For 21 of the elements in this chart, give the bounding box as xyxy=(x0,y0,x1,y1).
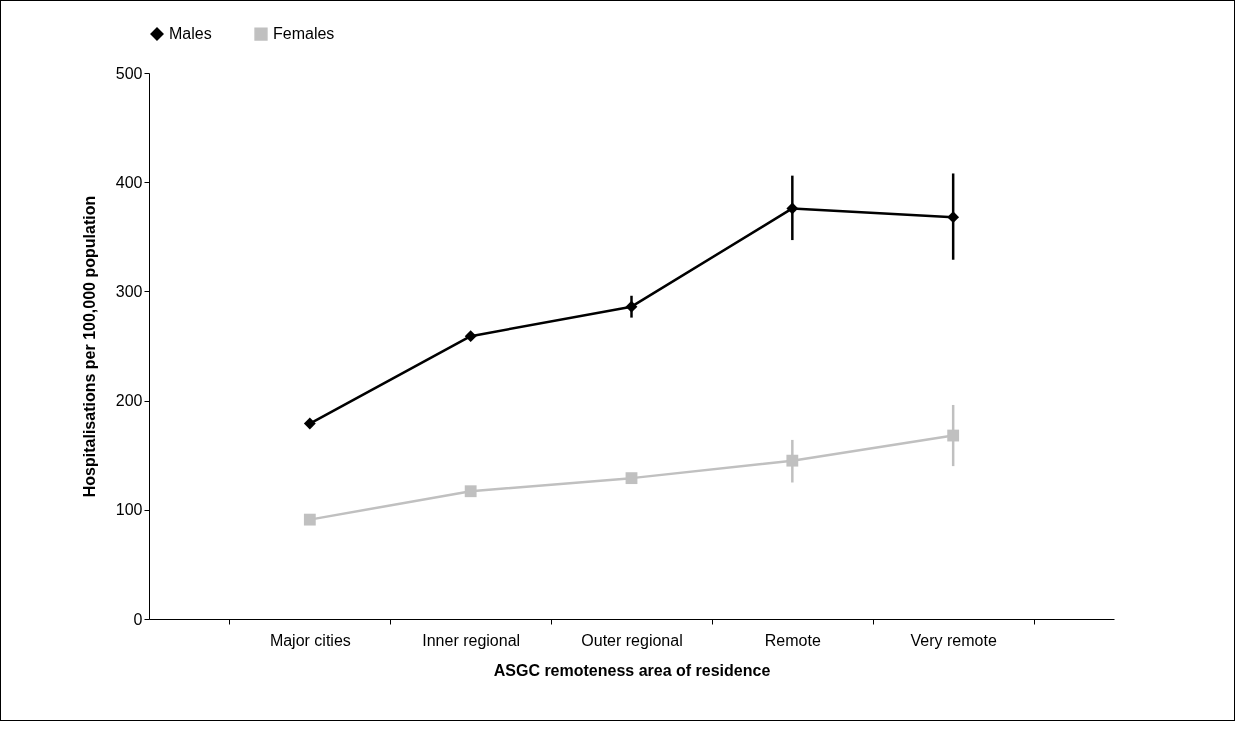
point xyxy=(947,429,960,442)
point xyxy=(464,330,477,343)
y-tick-label: 400 xyxy=(115,173,143,191)
x-axis-title: ASGC remoteness area of residence xyxy=(493,661,771,679)
y-tick-label: 100 xyxy=(115,501,143,519)
y-tick-label: 300 xyxy=(115,282,143,300)
x-tick-label: Remote xyxy=(764,631,821,649)
point xyxy=(464,485,477,498)
y-tick-label: 0 xyxy=(133,610,143,628)
y-axis-title: Hospitalisations per 100,000 population xyxy=(80,195,98,498)
point xyxy=(625,472,638,485)
point xyxy=(303,513,316,526)
x-tick-label: Major cities xyxy=(269,631,351,649)
legend-label: Females xyxy=(273,25,335,43)
legend-label: Males xyxy=(169,25,212,43)
y-tick-label: 200 xyxy=(115,392,143,410)
x-tick-label: Inner regional xyxy=(422,631,521,649)
y-tick-label: 500 xyxy=(115,64,143,82)
x-tick-label: Outer regional xyxy=(581,631,683,649)
x-tick-label: Very remote xyxy=(910,631,997,649)
point xyxy=(303,417,316,430)
